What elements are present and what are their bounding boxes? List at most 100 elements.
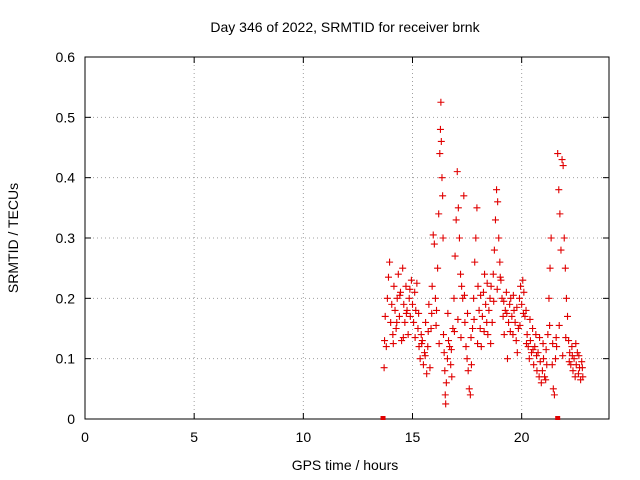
data-point [458,282,466,290]
data-point [411,288,419,296]
data-point [452,216,460,224]
data-point [389,331,397,339]
data-point [536,358,544,366]
data-point [467,334,475,342]
data-point [381,337,389,345]
data-point [442,379,450,387]
data-point [529,325,537,332]
data-point [482,300,490,308]
data-point [514,325,522,332]
data-point [546,264,554,272]
data-point [531,343,539,351]
data-point [555,186,563,194]
data-point [392,325,400,332]
data-point [488,318,496,326]
data-point [474,340,482,348]
data-point [435,210,443,218]
data-point [564,312,572,320]
data-point [516,321,524,329]
data-point [434,264,442,272]
data-point [441,367,449,375]
data-point [522,340,530,348]
data-point [418,337,426,345]
data-point [460,192,468,200]
data-point [386,258,394,266]
data-point [530,361,538,369]
data-point [549,340,557,348]
data-point [470,294,478,302]
data-point [565,358,573,366]
data-point [546,321,554,329]
data-point [467,361,475,369]
data-point [464,367,472,375]
data-point [449,325,457,332]
data-point [443,355,451,363]
data-point [502,288,510,296]
data-point [524,343,532,351]
data-point [569,367,577,375]
data-point [542,346,550,354]
data-point [424,328,432,336]
data-point [462,343,470,351]
data-point [578,358,586,366]
data-point [578,364,586,372]
data-point [428,309,436,317]
data-point [457,334,465,342]
y-axis-label: SRMTID / TECUs [5,183,21,293]
data-point [508,312,516,320]
data-point [388,300,396,308]
data-point [493,186,501,194]
data-point [457,270,465,278]
data-point [473,204,481,212]
data-point [533,352,541,360]
data-point [560,234,568,242]
y-tick-label: 0.4 [56,170,76,186]
data-point [444,309,452,317]
data-point [406,285,414,293]
data-point [461,318,469,326]
data-point [487,282,495,290]
data-point [437,98,445,106]
y-tick-label: 0.6 [56,49,76,65]
data-point [477,291,485,299]
data-point [445,337,453,345]
data-point [519,309,527,317]
data-point [435,340,443,348]
data-point [403,306,411,314]
data-point [520,288,528,296]
data-point [418,340,426,348]
data-point [506,300,514,308]
data-point [557,246,565,254]
data-point [477,343,485,351]
data-point [469,325,477,332]
data-point [432,321,440,329]
data-point [446,343,454,351]
y-tick-label: 0.2 [56,290,76,306]
data-point [428,282,436,290]
data-point [556,210,564,218]
data-point [399,334,407,342]
data-point [509,291,517,299]
data-point [554,150,562,158]
data-point [541,373,549,381]
data-point [568,343,576,351]
data-point [421,349,429,357]
data-point [572,340,580,348]
data-point [489,270,497,278]
ticks-layer: 0 0.1 0.2 0.3 0.4 0.5 0.6 0 5 10 15 20 [56,49,609,445]
y-tick-label: 0 [67,411,75,427]
data-point [450,328,458,336]
y-tick-label: 0.3 [56,230,76,246]
data-point [552,355,560,363]
data-point [447,361,455,369]
data-point [466,391,474,399]
data-point [395,312,403,320]
data-point [464,309,472,317]
data-point [396,288,404,296]
data-point [548,361,556,369]
data-point [436,150,444,158]
data-point [447,346,455,354]
data-point [496,258,504,266]
data-point [472,234,480,242]
